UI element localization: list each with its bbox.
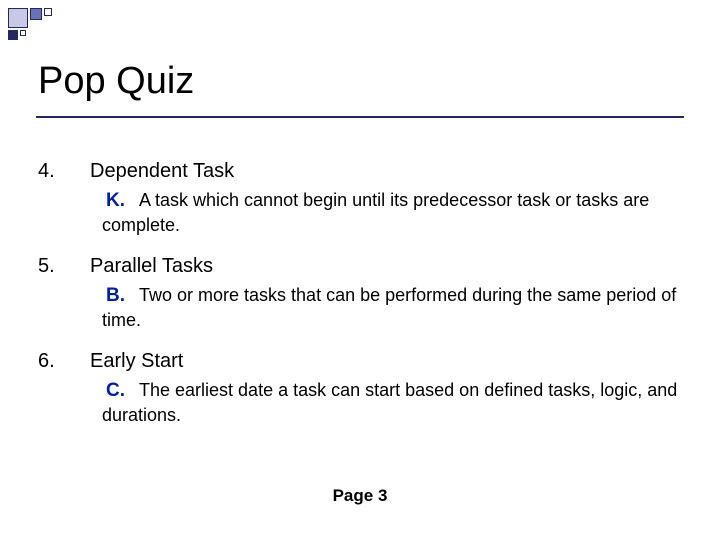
- corner-decoration: [8, 8, 68, 48]
- page-footer: Page 3: [0, 486, 720, 506]
- deco-square: [20, 30, 26, 36]
- item-body: Parallel Tasks B.Two or more tasks that c…: [90, 255, 678, 332]
- quiz-item: 4.Dependent Task K.A task which cannot be…: [38, 160, 678, 237]
- item-number: 4.: [38, 160, 90, 237]
- answer-letter: B.: [106, 285, 125, 306]
- item-body: Dependent Task K.A task which cannot begi…: [90, 160, 678, 237]
- item-term: Parallel Tasks: [90, 255, 678, 278]
- slide: Pop Quiz 4.Dependent Task K.A task which …: [0, 0, 720, 540]
- title-underline: [36, 116, 684, 118]
- deco-square: [30, 8, 42, 20]
- definition-text: Two or more tasks that can be performed …: [102, 285, 676, 330]
- item-term: Dependent Task: [90, 160, 678, 183]
- definition-text: A task which cannot begin until its pred…: [102, 190, 649, 235]
- slide-title: Pop Quiz: [38, 60, 194, 103]
- quiz-item: 5.Parallel Tasks B.Two or more tasks that…: [38, 255, 678, 332]
- item-definition: C.The earliest date a task can start bas…: [90, 379, 678, 427]
- answer-letter: K.: [106, 190, 125, 211]
- quiz-list: 4.Dependent Task K.A task which cannot be…: [38, 160, 678, 445]
- item-number: 5.: [38, 255, 90, 332]
- deco-square: [44, 8, 52, 16]
- item-definition: K.A task which cannot begin until its pr…: [90, 189, 678, 237]
- quiz-item: 6.Early Start C.The earliest date a task …: [38, 350, 678, 427]
- definition-text: The earliest date a task can start based…: [102, 380, 677, 425]
- deco-square: [8, 8, 28, 28]
- item-number: 6.: [38, 350, 90, 427]
- item-definition: B.Two or more tasks that can be performe…: [90, 284, 678, 332]
- answer-letter: C.: [106, 380, 125, 401]
- item-body: Early Start C.The earliest date a task ca…: [90, 350, 678, 427]
- deco-square: [8, 30, 18, 40]
- item-term: Early Start: [90, 350, 678, 373]
